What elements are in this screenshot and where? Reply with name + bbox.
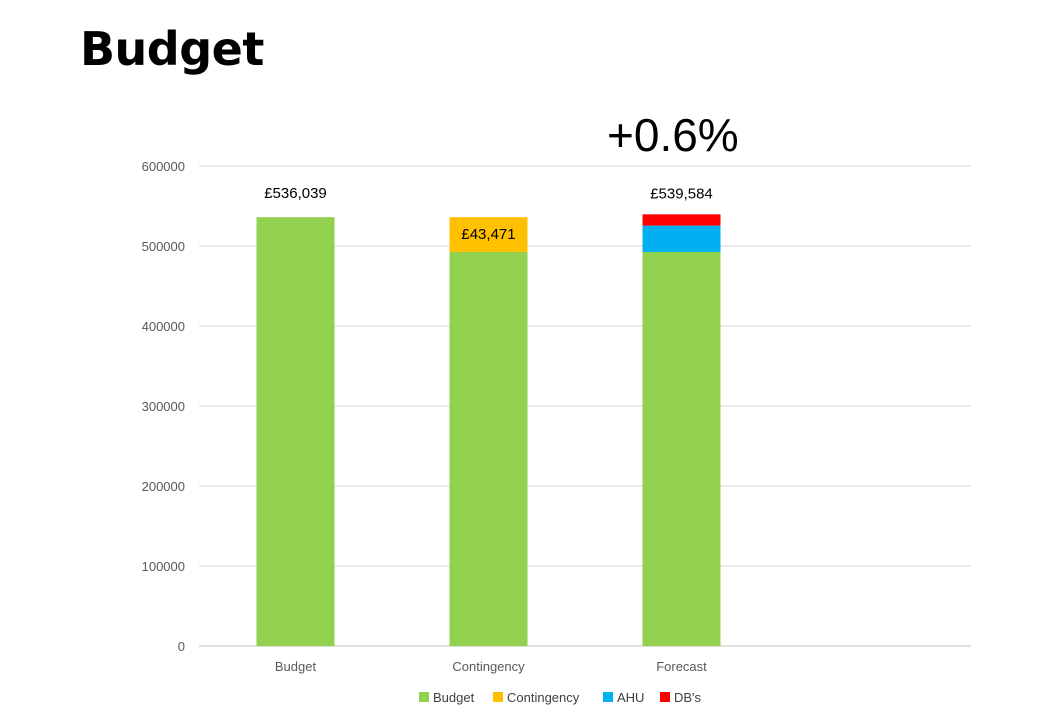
- y-axis: 0 100000 200000 300000 400000 500000 600000: [142, 159, 185, 654]
- bar-segment: [256, 217, 335, 646]
- y-tick-label: 400000: [142, 319, 185, 334]
- legend-swatch: [419, 692, 429, 702]
- legend-label: Contingency: [507, 690, 580, 705]
- x-tick-label: Contingency: [452, 659, 525, 674]
- bar-segment: [449, 217, 528, 252]
- bar-segment: [449, 251, 528, 646]
- y-tick-label: 100000: [142, 559, 185, 574]
- slide-title: Budget: [80, 22, 264, 76]
- legend-swatch: [660, 692, 670, 702]
- y-tick-label: 500000: [142, 239, 185, 254]
- y-tick-label: 200000: [142, 479, 185, 494]
- legend-swatch: [493, 692, 503, 702]
- bar-segment: [642, 225, 721, 252]
- variance-headline: +0.6%: [607, 109, 739, 161]
- bar-segment: [642, 251, 721, 646]
- y-tick-label: 0: [178, 639, 185, 654]
- legend-swatch: [603, 692, 613, 702]
- y-tick-label: 600000: [142, 159, 185, 174]
- data-label: £536,039: [264, 185, 327, 202]
- legend: Budget Contingency AHU DB's: [419, 690, 702, 705]
- legend-label: AHU: [617, 690, 644, 705]
- y-tick-label: 300000: [142, 399, 185, 414]
- data-label: £539,584: [650, 185, 713, 202]
- data-label: £43,471: [461, 226, 515, 243]
- data-labels: £536,039 £43,471 £539,584: [264, 185, 713, 243]
- x-tick-label: Forecast: [656, 659, 707, 674]
- bars: [256, 214, 721, 646]
- legend-label: Budget: [433, 690, 475, 705]
- x-axis: Budget Contingency Forecast: [275, 659, 707, 674]
- x-tick-label: Budget: [275, 659, 317, 674]
- legend-label: DB's: [674, 690, 702, 705]
- bar-segment: [642, 214, 721, 226]
